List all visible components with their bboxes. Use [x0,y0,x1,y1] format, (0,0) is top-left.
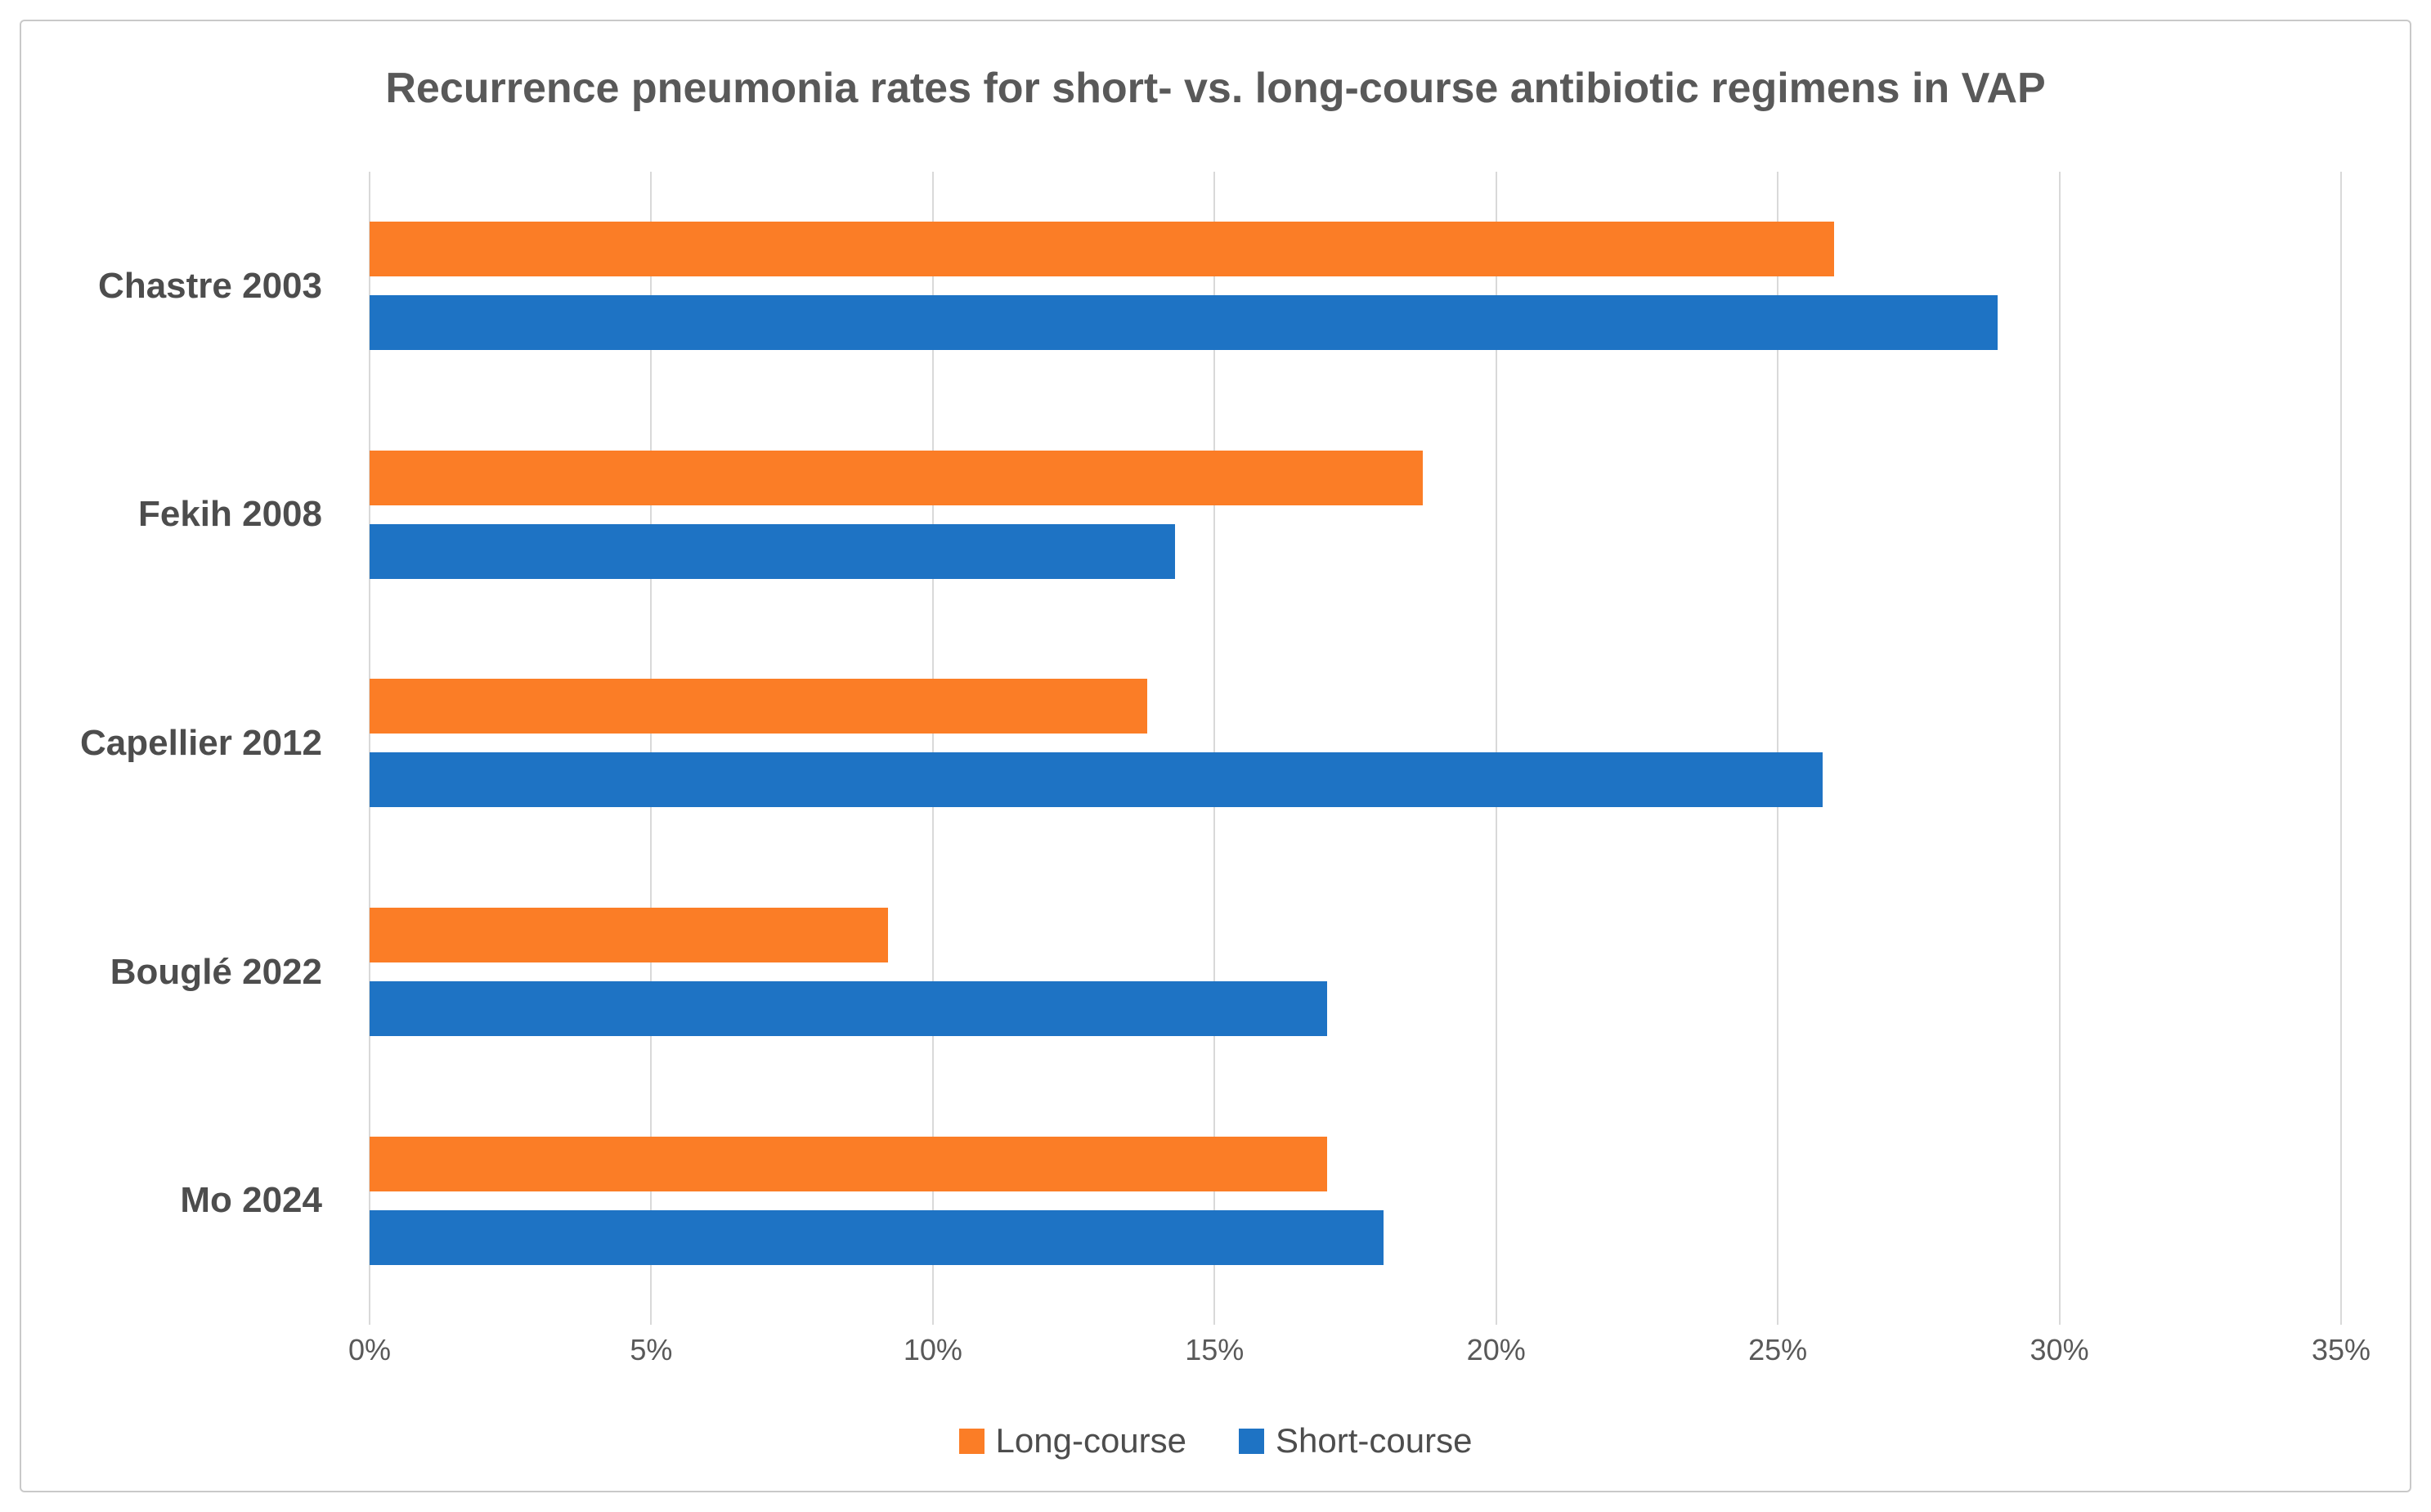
bar-short-course [370,752,1823,808]
x-axis-tick-label: 20% [1466,1333,1526,1366]
y-axis-category-label: Mo 2024 [180,1180,322,1221]
gridline [1495,172,1497,1325]
bar-short-course [370,1209,1384,1265]
legend-label-long-course: Long-course [995,1421,1187,1460]
plot-area [369,172,2342,1325]
x-axis-tick-label: 25% [1748,1333,1808,1366]
bar-long-course [370,908,888,963]
y-axis-category-label: Fekih 2008 [137,494,322,535]
legend: Long-course Short-course [0,1421,2431,1460]
gridline [1777,172,1779,1325]
bar-rows [370,172,2341,1315]
x-axis-tick-label: 15% [1185,1333,1245,1366]
legend-item-short-course: Short-course [1239,1421,1472,1460]
bar-long-course [370,679,1147,734]
x-axis-tick-label: 0% [348,1333,392,1366]
x-axis-tick-label: 5% [630,1333,673,1366]
bar-short-course [370,295,1998,351]
y-axis-category-label: Capellier 2012 [80,722,322,763]
y-axis-category-label: Bouglé 2022 [110,951,322,992]
y-axis-category-label: Chastre 2003 [98,265,322,306]
gridline [2340,172,2342,1325]
legend-item-long-course: Long-course [958,1421,1187,1460]
bar-short-course [370,981,1328,1037]
legend-swatch-icon-short-course [1239,1428,1265,1454]
gridlines [369,172,2342,1325]
category-row [370,401,2341,630]
chart-title: Recurrence pneumonia rates for short- vs… [385,65,2046,112]
category-row [370,629,2341,858]
x-axis-tick-label: 30% [2030,1333,2089,1366]
category-row [370,172,2341,401]
bar-long-course [370,1136,1328,1191]
category-row [370,858,2341,1087]
legend-label-short-course: Short-course [1276,1421,1473,1460]
legend-swatch-icon-long-course [958,1428,985,1454]
gridline [650,172,653,1325]
y-axis-category-labels: Chastre 2003 Fekih 2008 Capellier 2012 Boug… [0,172,345,1315]
gridline [369,172,370,1325]
bar-long-course [370,222,1835,277]
category-row [370,1086,2341,1315]
x-axis-tick-label: 10% [903,1333,962,1366]
bar-long-course [370,450,1424,505]
bar-short-course [370,523,1176,579]
x-axis: 0% 5% 10% 15% 20% 25% 30% 35% [348,1333,2370,1374]
x-axis-tick-label: 35% [2311,1333,2371,1366]
gridline [1213,172,1216,1325]
gridline [931,172,934,1325]
gridline [2058,172,2061,1325]
